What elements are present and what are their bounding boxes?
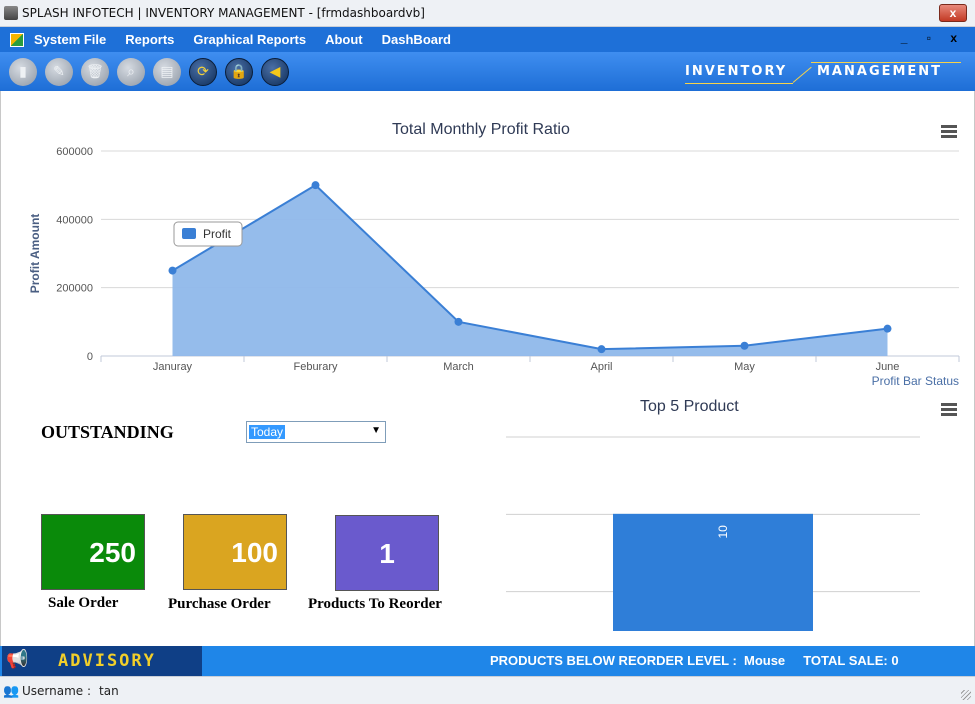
legend-label: Profit: [203, 227, 232, 241]
profit-point-feburary: [311, 181, 320, 190]
lock-icon[interactable]: 🔒: [225, 57, 253, 86]
profit-point-april: [597, 345, 606, 354]
profit-point-june: [883, 324, 892, 333]
top-product-chart: 10Biscuit: [506, 436, 920, 631]
megaphone-icon: 📢: [6, 649, 29, 669]
products-to-reorder-tile[interactable]: 1: [335, 515, 439, 591]
menu-about[interactable]: About: [325, 32, 363, 47]
advisory-bar: 📢 ADVISORY PRODUCTS BELOW REORDER LEVEL …: [0, 646, 975, 676]
x-tick-label: May: [734, 361, 755, 373]
product-bar-biscuit: [613, 513, 813, 631]
profit-point-januray: [168, 266, 177, 275]
menu-reports[interactable]: Reports: [125, 32, 175, 47]
new-icon[interactable]: ▮: [9, 57, 37, 86]
top-product-chart-title: Top 5 Product: [640, 398, 739, 415]
menu-graphical-reports[interactable]: Graphical Reports: [193, 32, 307, 47]
delete-icon[interactable]: 🗑: [81, 57, 109, 86]
app-icon: [4, 6, 18, 20]
status-bar: 👥 Username : tan: [0, 676, 975, 704]
brand-logo: INVENTORY MANAGEMENT: [683, 58, 965, 88]
x-tick-label: March: [443, 361, 474, 373]
purchase-order-label: Purchase Order: [168, 596, 271, 612]
legend-swatch: [182, 228, 196, 239]
y-tick-label: 200000: [56, 283, 93, 295]
dashboard-panel: Total Monthly Profit Ratio 600000 400000 2…: [0, 91, 975, 646]
chevron-down-icon[interactable]: ▼: [371, 425, 381, 436]
print-icon[interactable]: ▤: [153, 57, 181, 86]
profit-chart-menu-icon[interactable]: [941, 125, 957, 138]
y-tick-label: 0: [87, 351, 93, 363]
x-tick-label: Feburary: [293, 361, 338, 373]
advisory-label: ADVISORY: [58, 651, 156, 671]
menu-bar: System File Reports Graphical Reports Ab…: [0, 27, 975, 52]
username-label: Username :: [22, 683, 92, 698]
advisory-panel: 📢 ADVISORY: [2, 646, 202, 676]
purchase-order-tile[interactable]: 100: [183, 514, 287, 590]
profit-chart-title: Total Monthly Profit Ratio: [392, 121, 570, 138]
x-tick-label: April: [590, 361, 612, 373]
advisory-message: PRODUCTS BELOW REORDER LEVEL : Mouse TOT…: [490, 653, 899, 668]
users-icon: 👥: [3, 682, 20, 698]
x-tick-label: Januray: [153, 361, 193, 373]
brand-right-text: MANAGEMENT: [817, 64, 943, 79]
profit-chart: 600000 400000 200000 0 Profit Amount Januray F…: [28, 146, 960, 388]
brand-left-text: INVENTORY: [685, 64, 788, 79]
y-axis-label: Profit Amount: [28, 214, 42, 294]
profit-area: [172, 185, 888, 356]
menu-system-file[interactable]: System File: [34, 32, 107, 47]
period-select-value: Today: [249, 425, 286, 439]
period-select[interactable]: Today ▼: [246, 421, 386, 443]
bar-data-label: 10: [716, 525, 730, 539]
window-title: SPLASH INFOTECH | INVENTORY MANAGEMENT -…: [22, 6, 425, 20]
refresh-icon[interactable]: ⟳: [189, 57, 217, 86]
profit-series-line: [171, 183, 888, 351]
window-titlebar: SPLASH INFOTECH | INVENTORY MANAGEMENT -…: [0, 0, 975, 27]
mdi-child-icon[interactable]: [10, 32, 24, 47]
profit-legend: Profit: [173, 221, 243, 247]
sale-order-tile[interactable]: 250: [41, 514, 145, 590]
mdi-window-controls[interactable]: _ ▫ x: [900, 31, 965, 45]
username-value: tan: [99, 683, 119, 698]
y-tick-label: 600000: [56, 146, 93, 158]
back-icon[interactable]: ◀: [261, 57, 289, 86]
profit-annotation: Profit Bar Status: [872, 374, 959, 388]
top-product-chart-menu-icon[interactable]: [941, 403, 957, 416]
profit-point-may: [740, 341, 749, 350]
toolbar: ▮ ✎ 🗑 ⌕ ▤ ⟳ 🔒 ◀ INVENTORY MANAGEMENT: [0, 52, 975, 91]
x-tick-label: June: [876, 361, 900, 373]
close-button[interactable]: x: [939, 4, 967, 22]
outstanding-title: OUTSTANDING: [41, 422, 174, 442]
menu-dashboard[interactable]: DashBoard: [381, 32, 451, 47]
search-icon[interactable]: ⌕: [117, 57, 145, 86]
y-tick-label: 400000: [56, 214, 93, 226]
edit-icon[interactable]: ✎: [45, 57, 73, 86]
sale-order-label: Sale Order: [48, 595, 119, 611]
resize-grip-icon[interactable]: [961, 690, 971, 700]
products-to-reorder-label: Products To Reorder: [308, 596, 442, 612]
profit-point-march: [454, 317, 463, 326]
